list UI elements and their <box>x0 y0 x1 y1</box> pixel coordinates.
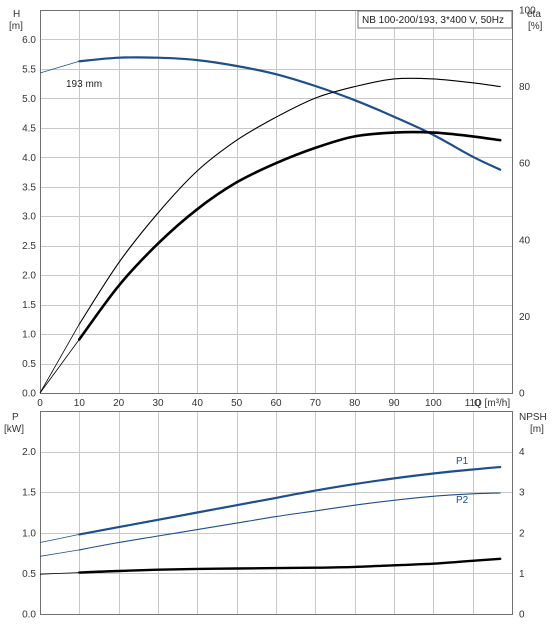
series-line-top-1 <box>78 77 501 325</box>
right-axis-tick-label: 40 <box>519 235 531 246</box>
curve-label-193mm: 193 mm <box>66 79 102 90</box>
x-axis-tick-label: 50 <box>231 398 243 409</box>
right-axis-tick-label: 0 <box>519 610 525 621</box>
series-extrapolation-bottom-1 <box>39 549 80 557</box>
bottom-right-axis-label-1: NPSH <box>519 412 547 423</box>
right-axis-tick-label: 60 <box>519 159 531 170</box>
top-panel-grid <box>40 10 513 394</box>
chart-title: NB 100-200/193, 3*400 V, 50Hz <box>362 15 504 26</box>
bottom-right-axis-label-2: [m] <box>530 424 544 435</box>
right-axis-tick-label: 20 <box>519 312 531 323</box>
left-axis-tick-label: 4.0 <box>22 153 36 164</box>
left-axis-tick-label: 6.0 <box>22 35 36 46</box>
left-axis-tick-label: 2.0 <box>22 271 36 282</box>
left-axis-tick-label: 2.5 <box>22 241 36 252</box>
series-line-bottom-1 <box>78 492 501 551</box>
x-axis-tick-label: 60 <box>270 398 282 409</box>
x-axis-tick-label: 70 <box>310 398 322 409</box>
series-extrapolation-bottom-2 <box>39 572 80 575</box>
x-axis-tick-label: 100 <box>425 398 442 409</box>
top-right-axis-label-1: eta <box>527 9 541 20</box>
x-axis-tick-label: 20 <box>113 398 125 409</box>
bottom-left-axis-label-1: P <box>12 412 19 423</box>
right-axis-tick-label: 80 <box>519 82 531 93</box>
left-axis-tick-label: 5.0 <box>22 94 36 105</box>
top-left-axis-label-1: H <box>13 9 20 20</box>
x-axis-tick-label: 30 <box>152 398 164 409</box>
x-axis-tick-label: 40 <box>192 398 204 409</box>
series-extrapolation-bottom-0 <box>39 534 80 543</box>
bottom-panel-grid <box>40 411 513 615</box>
panel-frame <box>40 411 513 615</box>
left-axis-tick-label: 5.5 <box>22 64 36 75</box>
right-axis-tick-label: 4 <box>519 447 525 458</box>
left-axis-tick-label: 2.0 <box>22 447 36 458</box>
series-line-top-2 <box>78 130 502 341</box>
left-axis-tick-label: 3.5 <box>22 182 36 193</box>
left-axis-tick-label: 1.0 <box>22 330 36 341</box>
tick-labels: 0.0 0.5 1.0 1.5 2.0 2.5 3.0 3.5 4.0 4.5 5.0 5.5 6.0 0… <box>22 6 536 621</box>
right-axis-tick-label: 0 <box>519 389 525 400</box>
right-axis-tick-label: 100 <box>519 6 536 17</box>
left-axis-tick-label: 0.0 <box>22 610 36 621</box>
series-extrapolation-top-1 <box>39 323 80 394</box>
x-axis-tick-label: 90 <box>388 398 400 409</box>
top-right-axis-label-2: [%] <box>528 21 543 32</box>
curves <box>39 56 502 575</box>
series-line-bottom-2 <box>78 557 502 574</box>
series-extrapolation-top-0 <box>39 60 80 74</box>
curve-label-p1: P1 <box>456 456 469 467</box>
left-axis-tick-label: 0.5 <box>22 569 36 580</box>
x-axis-label: Q [m³/h] <box>474 398 510 409</box>
title-box: NB 100-200/193, 3*400 V, 50Hz <box>357 10 513 29</box>
series-line-top-0 <box>78 56 502 171</box>
left-axis-tick-label: 1.0 <box>22 528 36 539</box>
right-axis-tick-label: 2 <box>519 528 525 539</box>
x-axis-tick-label: 10 <box>74 398 86 409</box>
curve-label-p2: P2 <box>456 495 469 506</box>
left-axis-tick-label: 4.5 <box>22 123 36 134</box>
left-axis-tick-label: 3.0 <box>22 212 36 223</box>
title-frame <box>357 10 513 29</box>
left-axis-tick-label: 1.5 <box>22 488 36 499</box>
series-line-bottom-0 <box>78 465 502 536</box>
x-axis-tick-label: 110 <box>465 398 481 409</box>
top-left-axis-label-2: [m] <box>9 21 23 32</box>
x-axis-tick-label: 0 <box>37 398 43 409</box>
panel-frame <box>40 10 513 394</box>
right-axis-tick-label: 3 <box>519 488 525 499</box>
right-axis-tick-label: 1 <box>519 569 525 580</box>
left-axis-tick-label: 1.5 <box>22 300 36 311</box>
left-axis-tick-label: 0.0 <box>22 389 36 400</box>
series-extrapolation-top-2 <box>39 339 80 394</box>
bottom-left-axis-label-2: [kW] <box>4 424 24 435</box>
left-axis-tick-label: 0.5 <box>22 359 36 370</box>
x-axis-tick-label: 80 <box>349 398 361 409</box>
